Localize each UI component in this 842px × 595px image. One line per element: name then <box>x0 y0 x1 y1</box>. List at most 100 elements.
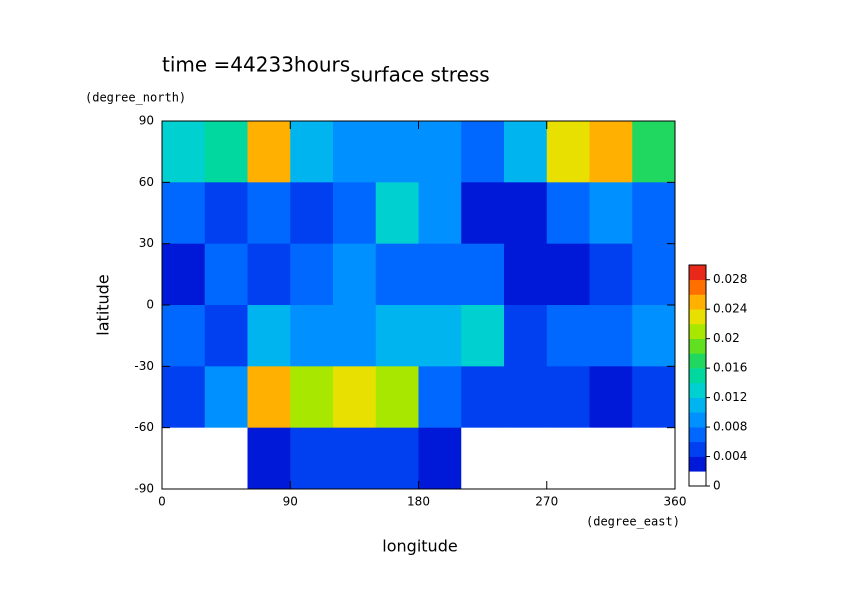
heat-cell <box>290 182 334 245</box>
colorbar-swatch <box>689 427 706 443</box>
heat-cell <box>375 121 419 183</box>
colorbar-swatch <box>689 323 706 339</box>
heat-cell <box>162 243 206 306</box>
colorbar-tick-label: 0.028 <box>713 272 747 286</box>
colorbar-swatch <box>689 265 706 281</box>
heat-cell <box>461 366 505 429</box>
heat-cell <box>333 305 377 367</box>
colorbar-tick-label: 0.008 <box>713 420 747 434</box>
heat-cell <box>290 243 334 306</box>
heat-cell <box>418 182 462 245</box>
y-tick-label: -60 <box>134 420 154 434</box>
heat-cell <box>504 243 548 306</box>
heat-cell <box>632 366 676 429</box>
y-tick-label: -90 <box>134 482 154 496</box>
heat-cell <box>375 366 419 429</box>
colorbar-swatch <box>689 382 706 398</box>
heat-cell <box>589 427 633 490</box>
heat-cell <box>461 243 505 306</box>
heat-cell <box>504 121 548 183</box>
colorbar-swatch <box>689 471 706 487</box>
heat-cell <box>589 182 633 245</box>
heat-cell <box>589 243 633 306</box>
heat-cell <box>461 427 505 490</box>
heat-cell <box>461 182 505 245</box>
heat-cell <box>204 305 248 367</box>
heat-cell <box>504 182 548 245</box>
heat-cell <box>504 366 548 429</box>
heat-cell <box>290 121 334 183</box>
x-tick-label: 0 <box>158 495 166 509</box>
colorbar-swatch <box>689 294 706 310</box>
x-tick-label: 360 <box>664 495 687 509</box>
heat-cell <box>375 427 419 490</box>
heat-cell <box>418 305 462 367</box>
heat-cell <box>290 305 334 367</box>
heat-cell <box>162 182 206 245</box>
x-tick-label: 270 <box>535 495 558 509</box>
colorbar-tick-label: 0 <box>713 479 721 493</box>
y-tick-label: 60 <box>139 175 154 189</box>
heat-cell <box>290 427 334 490</box>
heat-cell <box>333 121 377 183</box>
heat-cell <box>247 121 291 183</box>
y-unit: (degree_north) <box>85 91 186 105</box>
heat-cell <box>546 182 590 245</box>
y-axis-label: latitude <box>94 274 113 335</box>
heat-cell <box>333 243 377 306</box>
time-annotation: time =44233hours <box>162 53 350 77</box>
heat-cell <box>589 366 633 429</box>
heat-cell <box>204 121 248 183</box>
heat-cell <box>546 366 590 429</box>
colorbar-swatch <box>689 353 706 369</box>
heat-cell <box>247 366 291 429</box>
heat-cell <box>204 182 248 245</box>
heat-cell <box>204 366 248 429</box>
heat-cell <box>204 243 248 306</box>
colorbar-frame <box>688 264 707 487</box>
heat-cell <box>546 427 590 490</box>
y-tick-label: 0 <box>146 298 154 312</box>
heat-cell <box>461 305 505 367</box>
y-tick-label: -30 <box>134 359 154 373</box>
heat-cell <box>546 305 590 367</box>
heat-cell <box>461 121 505 183</box>
heat-cell <box>333 182 377 245</box>
colorbar-swatch <box>689 456 706 472</box>
heat-cell <box>632 305 676 367</box>
colorbar-tick-label: 0.024 <box>713 302 747 316</box>
colorbar-swatch <box>689 338 706 354</box>
heat-cell <box>632 121 676 183</box>
heat-cell <box>247 305 291 367</box>
heat-cell <box>546 243 590 306</box>
heat-cell <box>546 121 590 183</box>
chart-title: surface stress <box>350 63 489 87</box>
heat-cell <box>290 366 334 429</box>
heat-cell <box>375 182 419 245</box>
colorbar-swatch <box>689 309 706 325</box>
heat-cell <box>632 427 676 490</box>
heat-cell <box>375 243 419 306</box>
x-tick-label: 180 <box>407 495 430 509</box>
heat-cell <box>247 427 291 490</box>
heat-cell <box>589 121 633 183</box>
colorbar-tick-label: 0.004 <box>713 449 747 463</box>
heat-cell <box>589 305 633 367</box>
heat-cell <box>162 366 206 429</box>
colorbar-tick-label: 0.016 <box>713 361 747 375</box>
heat-cell <box>247 243 291 306</box>
y-tick-label: 30 <box>139 236 154 250</box>
heat-cell <box>418 366 462 429</box>
x-axis-label: longitude <box>382 537 457 556</box>
heat-cell <box>504 427 548 490</box>
colorbar-swatch <box>689 279 706 295</box>
x-unit: (degree_east) <box>586 515 680 529</box>
colorbar-swatch <box>689 441 706 457</box>
heat-cell <box>504 305 548 367</box>
heat-cell <box>418 427 462 490</box>
heat-cell <box>375 305 419 367</box>
colorbar-tick-label: 0.02 <box>713 331 740 345</box>
heat-cell <box>204 427 248 490</box>
colorbar-swatch <box>689 397 706 413</box>
